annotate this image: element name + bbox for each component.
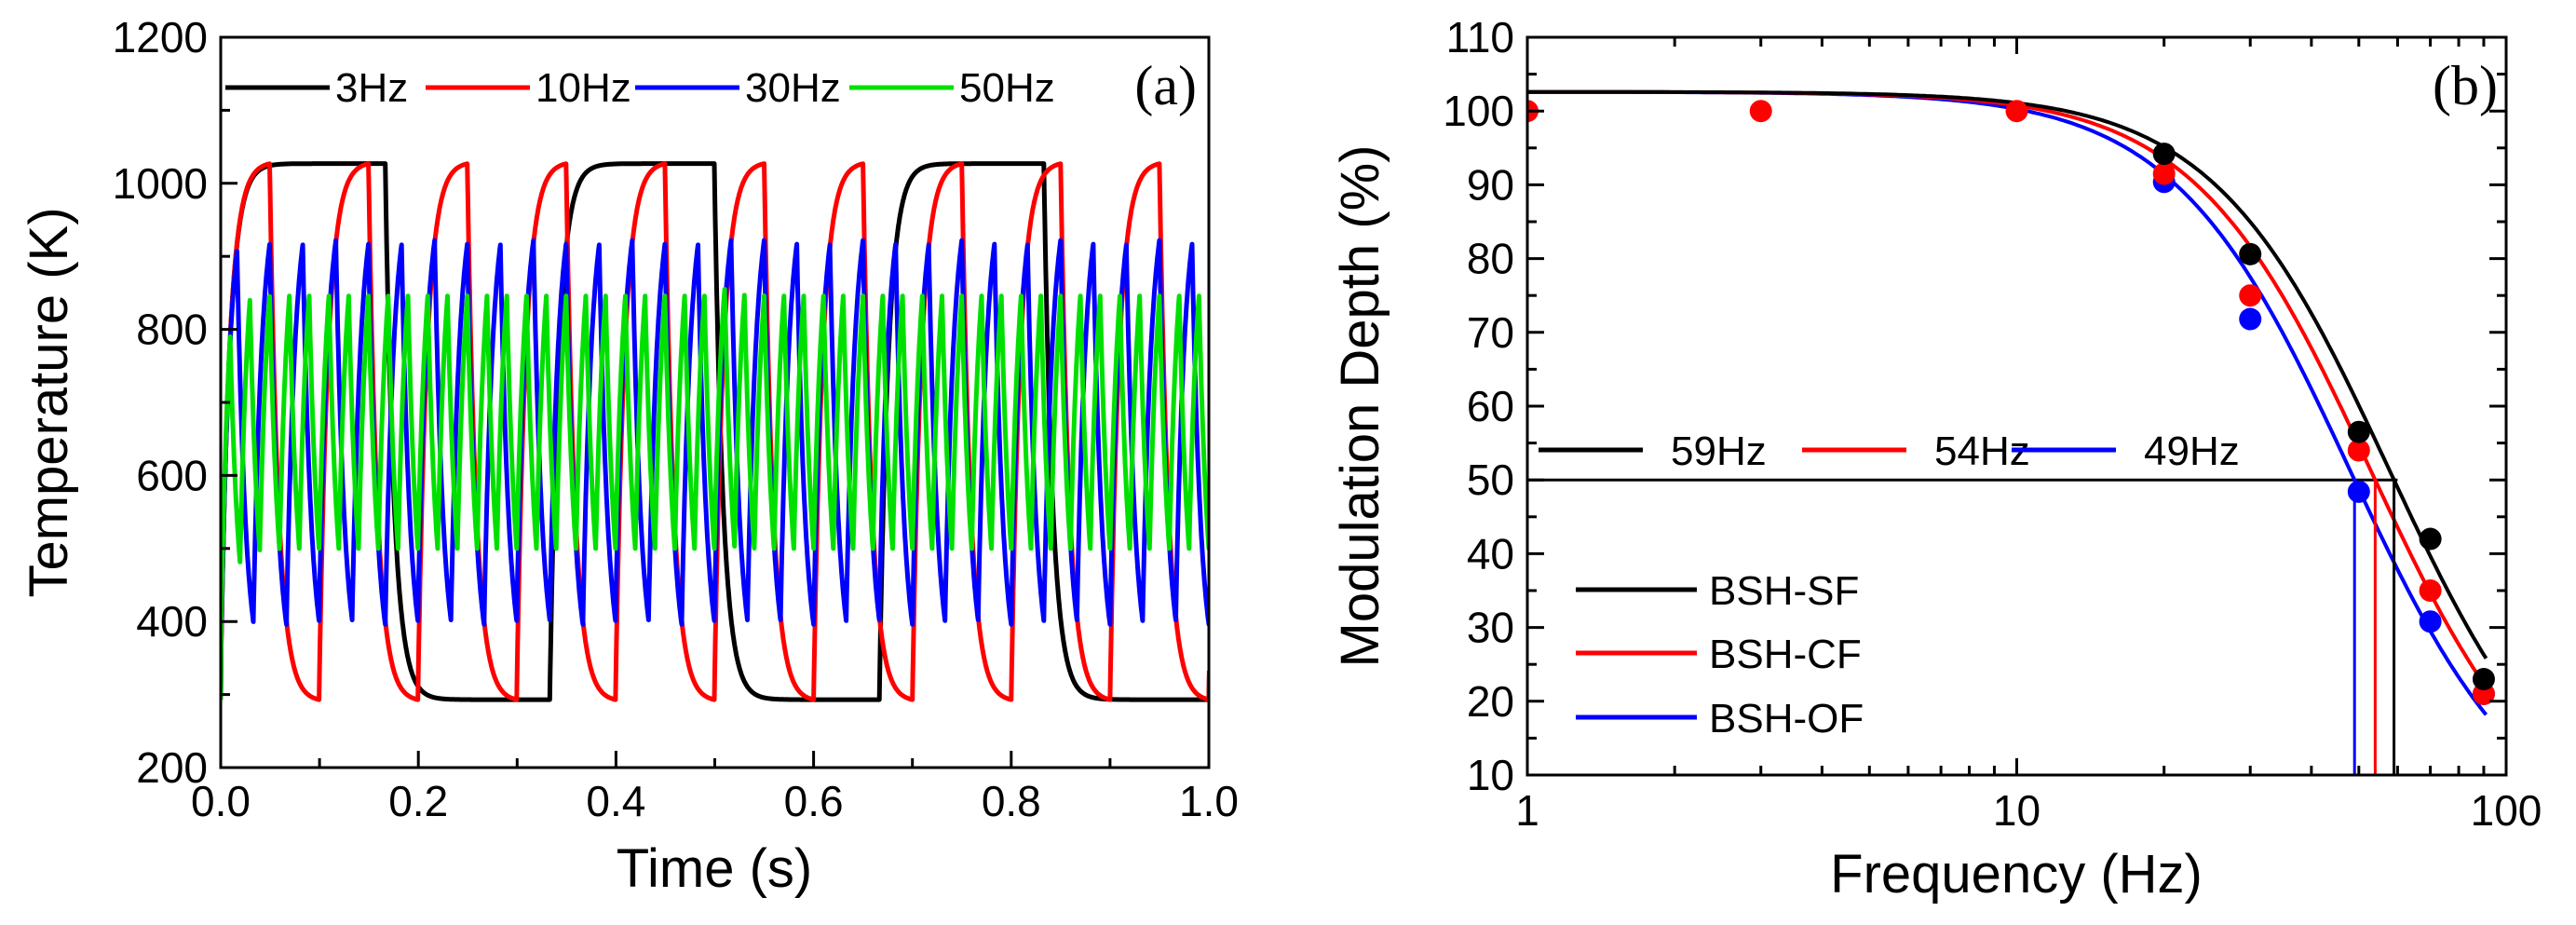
panel-a-axes: 0.0 0.2 0.4 0.6 0.8 1.0 200 400 600 800 1000 1200 xyxy=(113,13,1239,825)
panel-b-y-tick-label: 20 xyxy=(1467,677,1514,726)
panel-a-y-axis-title: Temperature (K) xyxy=(19,207,79,597)
data-point-bsh-cf xyxy=(2347,439,2370,462)
panel-a-x-tick-label: 0.0 xyxy=(191,777,251,825)
data-point-bsh-sf xyxy=(2152,143,2176,166)
fit-curve-bsh-cf xyxy=(1527,89,2488,688)
panel-b-y-tick-label: 110 xyxy=(1446,13,1514,61)
panel-a-y-tick-label: 800 xyxy=(136,306,208,354)
panel-b-y-tick-label: 50 xyxy=(1467,456,1514,504)
series-legend-label-bsh-of: BSH-OF xyxy=(1709,696,1864,741)
data-point-bsh-cf xyxy=(2239,284,2262,307)
data-point-bsh-of xyxy=(2347,480,2370,503)
series-30hz-line xyxy=(221,238,1209,701)
panel-a-x-tick-label: 1.0 xyxy=(1179,777,1239,825)
data-point-bsh-cf xyxy=(1749,100,1772,123)
series-50hz-line xyxy=(221,287,1209,701)
panel-b-series xyxy=(1527,89,2495,775)
panel-a-label: (a) xyxy=(1134,55,1197,116)
data-point-bsh-sf xyxy=(2472,668,2495,691)
panel-b-y-tick-label: 40 xyxy=(1467,529,1514,578)
data-point-bsh-sf xyxy=(2419,527,2442,551)
panel-b-y-tick-label: 60 xyxy=(1467,382,1514,430)
panel-a-y-tick-label: 1000 xyxy=(113,159,208,208)
data-point-bsh-cf xyxy=(2419,579,2442,602)
panel-b-y-tick-label: 80 xyxy=(1467,235,1514,283)
panel-a-legend: 3Hz 10Hz 30Hz 50Hz xyxy=(225,65,1055,111)
data-point-bsh-sf xyxy=(2347,420,2370,443)
panel-b-y-tick-label: 70 xyxy=(1467,308,1514,357)
series-3hz-line xyxy=(221,161,1209,702)
panel-a: 0.0 0.2 0.4 0.6 0.8 1.0 200 400 600 800 1000 1200 T… xyxy=(19,13,1239,899)
panel-a-x-tick-label: 0.4 xyxy=(586,777,645,825)
panel-b-x-axis-title: Frequency (Hz) xyxy=(1830,844,2203,905)
panel-b-y-axis-title: Modulation Depth (%) xyxy=(1330,145,1390,668)
panel-a-series xyxy=(221,161,1209,702)
panel-a-x-tick-label: 0.6 xyxy=(784,777,844,825)
fit-curve-bsh-of xyxy=(1527,89,2488,716)
panel-b-x-tick-label: 100 xyxy=(2471,786,2542,835)
panel-b-cutoff-legend: 59Hz 54Hz 49Hz xyxy=(1539,428,2240,474)
cutoff-legend-label-49hz: 49Hz xyxy=(2144,428,2240,474)
series-legend-label-bsh-sf: BSH-SF xyxy=(1709,568,1859,614)
cutoff-legend-label-59hz: 59Hz xyxy=(1671,428,1767,474)
panel-b-x-tick-label: 10 xyxy=(1993,786,2040,835)
legend-label-10hz: 10Hz xyxy=(536,65,631,111)
panel-b-y-tick-label: 100 xyxy=(1443,87,1514,135)
panel-a-x-tick-label: 0.2 xyxy=(388,777,448,825)
panel-a-x-tick-label: 0.8 xyxy=(982,777,1041,825)
legend-label-30hz: 30Hz xyxy=(745,65,841,111)
panel-a-y-tick-label: 200 xyxy=(136,743,208,792)
panel-b-x-tick-label: 1 xyxy=(1515,786,1539,835)
panel-b-y-tick-label: 30 xyxy=(1467,604,1514,652)
data-point-bsh-of xyxy=(2419,610,2442,633)
panel-a-x-axis-title: Time (s) xyxy=(617,838,812,899)
data-point-bsh-cf xyxy=(2005,100,2028,123)
data-point-bsh-cf xyxy=(2152,162,2176,185)
panel-b-series-legend: BSH-SF BSH-CF BSH-OF xyxy=(1576,568,1864,741)
panel-a-y-tick-label: 400 xyxy=(136,597,208,646)
data-point-bsh-sf xyxy=(2239,242,2262,265)
fit-curve-bsh-sf xyxy=(1527,89,2488,660)
panel-a-y-tick-label: 1200 xyxy=(113,13,208,61)
panel-a-y-tick-label: 600 xyxy=(136,451,208,499)
panel-b-y-tick-label: 90 xyxy=(1467,160,1514,209)
data-point-bsh-of xyxy=(2239,307,2262,331)
legend-label-50hz: 50Hz xyxy=(959,65,1055,111)
series-legend-label-bsh-cf: BSH-CF xyxy=(1709,632,1862,677)
panel-b-label: (b) xyxy=(2433,55,2498,116)
legend-label-3hz: 3Hz xyxy=(335,65,408,111)
panel-b-y-tick-label: 10 xyxy=(1467,751,1514,799)
